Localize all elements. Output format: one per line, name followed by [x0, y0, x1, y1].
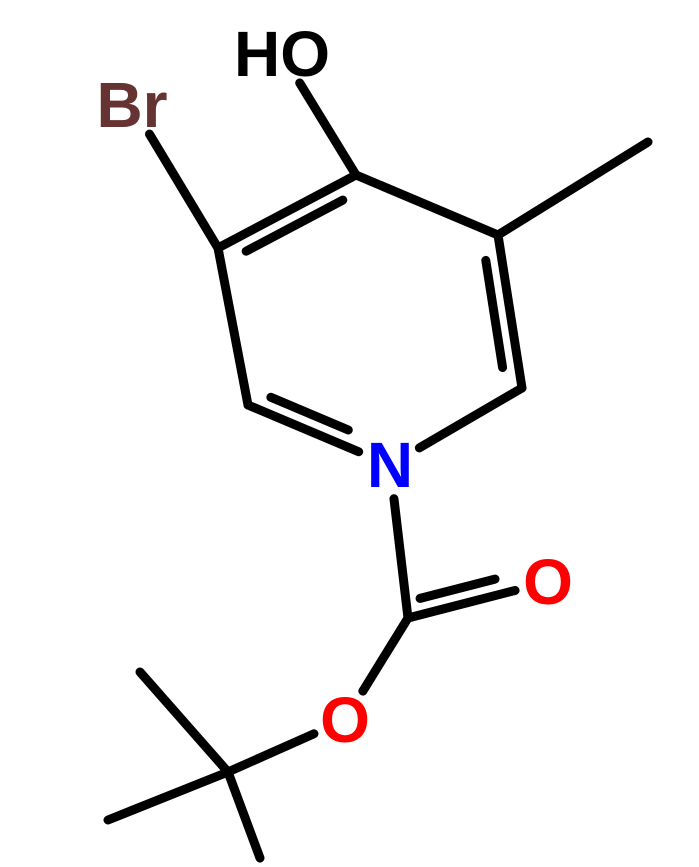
bond: [419, 388, 522, 448]
atom-label-br: Br: [96, 69, 167, 141]
atom-label-oh: HO: [234, 18, 330, 90]
bond: [498, 142, 648, 235]
bond: [228, 734, 314, 772]
bond: [150, 134, 218, 248]
bond: [218, 248, 248, 405]
bond: [218, 175, 356, 251]
bond: [408, 579, 515, 618]
bond: [108, 772, 228, 820]
atom-label-o: O: [320, 684, 370, 756]
bond: [248, 397, 359, 451]
bond: [486, 235, 522, 388]
atom-label-n: N: [367, 429, 413, 501]
atom-label-o: O: [523, 546, 573, 618]
bond: [228, 772, 260, 858]
bond: [356, 175, 498, 235]
chemical-structure-diagram: N Br HO O O: [0, 0, 699, 867]
bond: [300, 83, 356, 175]
bond: [394, 499, 408, 618]
bond: [140, 672, 228, 772]
bond: [363, 618, 408, 691]
